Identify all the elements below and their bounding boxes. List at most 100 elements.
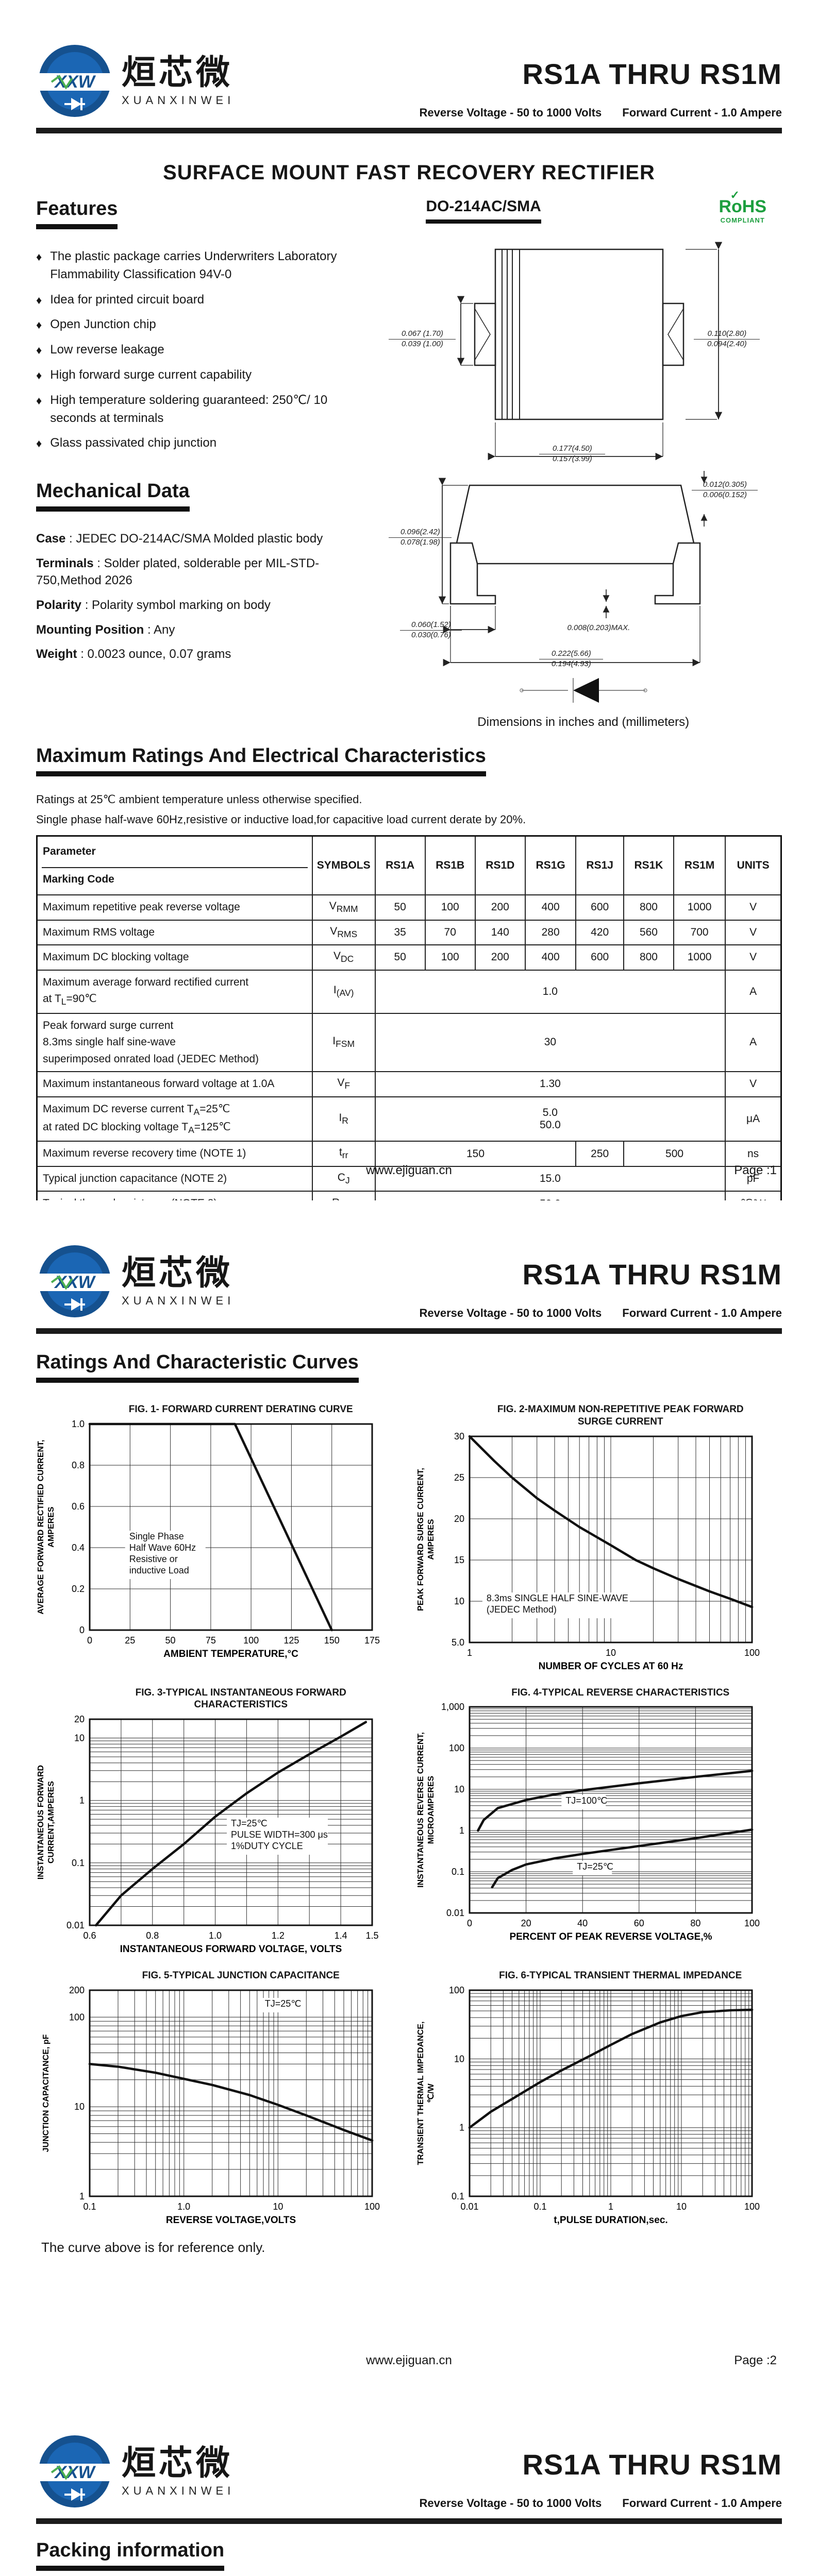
characteristic-curves-grid: FIG. 1- FORWARD CURRENT DERATING CURVE Si…: [36, 1403, 782, 2230]
ratings-intro-line1: Ratings at 25℃ ambient temperature unles…: [36, 793, 362, 806]
ratings-header-model: RS1D: [474, 835, 526, 895]
symbol-cell: IR: [311, 1096, 376, 1142]
fig1-figure: FIG. 1- FORWARD CURRENT DERATING CURVE Si…: [36, 1403, 403, 1676]
mechanical-data-line: Terminals : Solder plated, solderable pe…: [36, 556, 320, 588]
svg-text:100: 100: [243, 1635, 259, 1646]
package-side-view-drawing: 0.012(0.305) 0.006(0.152) 0.096(2.42) 0.078…: [385, 466, 782, 673]
svg-text:1.4: 1.4: [335, 1930, 347, 1941]
ratings-row: Maximum DC blocking voltage VDC 50 100 200 40…: [36, 944, 782, 971]
ratings-header-symbols: SYMBOLS: [311, 835, 376, 895]
curve-Zth: [468, 2008, 753, 2129]
svg-text:XXW: XXW: [54, 72, 96, 92]
dimension-label: 0.110(2.80) 0.094(2.40): [694, 329, 760, 349]
logo-english-name: XUANXINWEI: [122, 2484, 235, 2497]
feature-text: High forward surge current capability: [50, 367, 252, 382]
svg-text:0.1: 0.1: [451, 2191, 464, 2201]
dimension-label: 0.222(5.66) 0.194(4.93): [539, 649, 604, 669]
fig4-title: FIG. 4-TYPICAL REVERSE CHARACTERISTICS: [511, 1687, 730, 1698]
svg-text:150: 150: [324, 1635, 340, 1646]
svg-text:0.8: 0.8: [72, 1460, 85, 1470]
parameter-cell: Maximum reverse recovery time (NOTE 1): [36, 1141, 313, 1167]
value-cell: 30: [374, 1012, 726, 1073]
symbol-cell: VDC: [311, 944, 376, 971]
footer-site-url: www.ejiguan.cn: [366, 2353, 452, 2367]
svg-text:0.6: 0.6: [83, 1930, 96, 1941]
svg-text:0.01: 0.01: [446, 1908, 464, 1918]
header-subtitle: Reverse Voltage - 50 to 1000 Volts Forwar…: [420, 1307, 782, 1320]
ratings-row: Maximum RMS voltage VRMS 35 70 140 280 420 560 7…: [36, 919, 782, 946]
dimension-label: 0.012(0.305) 0.006(0.152): [692, 480, 758, 500]
value-cell: 600: [575, 894, 624, 921]
ratings-row: Typical thermal resistance (NOTE 3)RθJA5…: [36, 1191, 782, 1200]
dimension-label: 0.067 (1.70) 0.039 (1.00): [389, 329, 456, 349]
value-cell: 1000: [673, 894, 726, 921]
svg-text:0: 0: [79, 1625, 85, 1635]
svg-text:PULSE WIDTH=300 μs: PULSE WIDTH=300 μs: [231, 1829, 328, 1840]
svg-text:INSTANTANEOUS FORWARD VOLTAGE,: INSTANTANEOUS FORWARD VOLTAGE, VOLTS: [120, 1944, 342, 1955]
svg-text:INSTANTANEOUS FORWARD: INSTANTANEOUS FORWARD: [37, 1765, 45, 1879]
ratings-row: Peak forward surge current 8.3ms single h…: [36, 1012, 782, 1073]
svg-text:100: 100: [364, 2201, 380, 2212]
svg-text:1.0: 1.0: [209, 1930, 222, 1941]
svg-text:℃/W: ℃/W: [427, 2083, 436, 2103]
unit-cell: A: [725, 969, 782, 1014]
mechanical-data-line: Polarity : Polarity symbol marking on bo…: [36, 598, 271, 612]
company-logo: XXW 烜芯微 XUANXINWEI: [36, 42, 235, 120]
ratings-heading: Maximum Ratings And Electrical Character…: [36, 745, 486, 776]
svg-text:10: 10: [74, 1733, 85, 1743]
feature-item: ♦ Idea for printed circuit board: [36, 291, 374, 309]
svg-text:80: 80: [690, 1918, 700, 1928]
ratings-row: Maximum reverse recovery time (NOTE 1) tr…: [36, 1141, 782, 1167]
feature-item: ♦ Glass passivated chip junction: [36, 434, 374, 452]
dimension-label: 0.177(4.50) 0.157(3.99): [539, 444, 606, 464]
svg-text:AVERAGE FORWARD RECTIFIED CURR: AVERAGE FORWARD RECTIFIED CURRENT,: [37, 1439, 45, 1614]
ratings-intro-line2: Single phase half-wave 60Hz,resistive or…: [36, 813, 526, 826]
svg-text:100: 100: [744, 2201, 759, 2212]
value-cell: 100: [424, 894, 476, 921]
fig2-figure: FIG. 2-MAXIMUM NON-REPETITIVE PEAK FORWA…: [416, 1403, 782, 1676]
rohs-check-icon: ✓: [730, 189, 740, 201]
svg-text:XXW: XXW: [54, 1273, 96, 1292]
value-cell: 35: [374, 919, 426, 946]
parameter-cell: Maximum RMS voltage: [36, 919, 313, 946]
fig2-title: FIG. 2-MAXIMUM NON-REPETITIVE PEAK FORWA…: [497, 1404, 744, 1427]
fig3-title: FIG. 3-TYPICAL INSTANTANEOUS FORWARD CHAR…: [135, 1687, 346, 1710]
features-heading: Features: [36, 198, 118, 229]
svg-text:NUMBER OF CYCLES AT 60 Hz: NUMBER OF CYCLES AT 60 Hz: [538, 1661, 683, 1672]
svg-text:Half Wave 60Hz: Half Wave 60Hz: [129, 1543, 196, 1553]
value-cell: 800: [623, 894, 675, 921]
svg-text:50: 50: [165, 1635, 176, 1646]
svg-text:1,000: 1,000: [441, 1702, 464, 1712]
svg-text:TJ=25℃: TJ=25℃: [577, 1861, 613, 1872]
company-logo: XXW 烜芯微 XUANXINWEI: [36, 2433, 235, 2510]
svg-text:20: 20: [74, 1714, 85, 1724]
logo-mark-icon: XXW: [39, 2435, 111, 2507]
svg-text:JUNCTION CAPACITANCE, pF: JUNCTION CAPACITANCE, pF: [42, 2034, 51, 2152]
parameter-cell: Maximum average forward rectified curren…: [36, 969, 313, 1014]
svg-text:0.1: 0.1: [83, 2201, 96, 2212]
header-rule: [36, 1328, 782, 1334]
logo-chinese-name: 烜芯微: [122, 2444, 233, 2482]
svg-text:AMPERES: AMPERES: [47, 1506, 56, 1547]
chart-canvas-fig4: TJ=100℃ TJ=25℃ 0 20 40 60 80 100 0.01 0.1 1 10 100 1,…: [416, 1702, 760, 1942]
subtitle-reverse-voltage: Reverse Voltage - 50 to 1000 Volts: [419, 106, 602, 119]
mechanical-data-line: Weight : 0.0023 ounce, 0.07 grams: [36, 647, 231, 662]
svg-text:(JEDEC Method): (JEDEC Method): [486, 1604, 556, 1615]
document-main-title: SURFACE MOUNT FAST RECOVERY RECTIFIER: [163, 161, 655, 184]
dimension-label: 0.008(0.203)MAX.: [567, 623, 630, 632]
footer-page-number: Page :1: [734, 1163, 777, 1177]
svg-text:PERCENT OF PEAK REVERSE VOLTAG: PERCENT OF PEAK REVERSE VOLTAGE,%: [509, 1931, 712, 1942]
symbol-cell: VRMM: [311, 894, 376, 921]
unit-cell: V: [725, 919, 782, 946]
diode-symbol-icon: [519, 678, 647, 703]
ratings-header-model: RS1K: [623, 835, 675, 895]
subtitle-forward-current: Forward Current - 1.0 Ampere: [622, 106, 782, 119]
unit-cell: V: [725, 1071, 782, 1097]
fig6-figure: FIG. 6-TYPICAL TRANSIENT THERMAL IMPEDAN…: [416, 1970, 782, 2230]
value-cell: 100: [424, 944, 476, 971]
value-cell: 420: [575, 919, 624, 946]
svg-text:20: 20: [521, 1918, 531, 1928]
feature-text: Idea for printed circuit board: [50, 292, 205, 307]
svg-text:inductive Load: inductive Load: [129, 1565, 189, 1575]
page-2: XXW 烜芯微 XUANXINWEI RS1A THRU RS1M Revers…: [0, 1200, 818, 2391]
